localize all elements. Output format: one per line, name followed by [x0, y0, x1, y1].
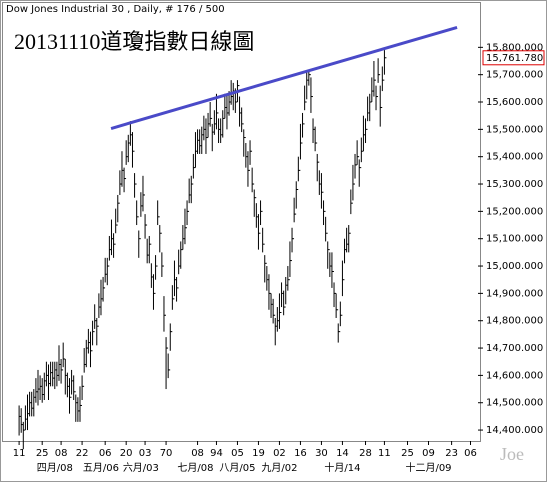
x-tick-label: 30: [315, 448, 328, 459]
x-tick-label: 22: [76, 448, 89, 459]
y-tick-label: 15,400.000: [486, 152, 543, 163]
last-value-label: 15,761.780: [486, 53, 543, 64]
x-tick-label: 94: [210, 448, 223, 459]
y-tick-label: 14,400.000: [486, 425, 543, 436]
month-label: 六月/03: [123, 462, 159, 474]
x-tick-label: 06: [99, 448, 112, 459]
x-tick-label: 05: [231, 448, 244, 459]
y-tick-label: 15,000.000: [486, 261, 543, 272]
x-tick-label: 14: [336, 448, 349, 459]
x-tick-label: 09: [422, 448, 435, 459]
month-label: 八月/05: [219, 462, 255, 474]
x-tick-label: 19: [252, 448, 265, 459]
x-tick-label: 08: [191, 448, 204, 459]
y-tick-label: 15,100.000: [486, 234, 543, 245]
y-tick-label: 15,500.000: [486, 124, 543, 135]
x-tick-label: 02: [273, 448, 286, 459]
chart-header: Dow Jones Industrial 30 , Daily, # 176 /…: [6, 4, 225, 15]
y-tick-label: 15,700.000: [486, 70, 543, 81]
y-tick-label: 15,600.000: [486, 97, 543, 108]
month-label: 四月/08: [37, 462, 73, 474]
month-label: 九月/02: [261, 462, 297, 474]
y-tick-label: 14,500.000: [486, 398, 543, 409]
x-tick-label: 03: [139, 448, 152, 459]
x-tick-label: 28: [359, 448, 372, 459]
x-tick-label: 20: [120, 448, 133, 459]
last-value-box: [482, 50, 545, 66]
y-tick-label: 14,600.000: [486, 370, 543, 381]
month-label: 十二月/09: [405, 461, 451, 474]
x-tick-label: 06: [464, 448, 477, 459]
month-label: 五月/06: [83, 462, 119, 474]
x-tick-label: 16: [294, 448, 307, 459]
plot-area: [2, 2, 481, 442]
watermark: Joe: [500, 444, 524, 464]
y-tick-label: 14,900.000: [486, 288, 543, 299]
y-tick-label: 14,700.000: [486, 343, 543, 354]
x-tick-label: 70: [160, 448, 173, 459]
trend-line: [110, 25, 458, 130]
y-tick-label: 15,200.000: [486, 206, 543, 217]
x-tick-label: 25: [401, 448, 414, 459]
month-label: 十月/14: [324, 461, 360, 474]
x-tick-label: 08: [55, 448, 68, 459]
x-tick-label: 23: [445, 448, 458, 459]
x-tick-label: 11: [378, 448, 391, 459]
y-tick-label: 15,300.000: [486, 179, 543, 190]
month-label: 七月/08: [177, 462, 213, 474]
y-tick-label: 15,800.000: [486, 42, 543, 53]
x-tick-label: 11: [13, 448, 26, 459]
y-tick-label: 14,800.000: [486, 316, 543, 327]
chart-title: 20131110道瓊指數日線圖: [14, 29, 254, 54]
x-tick-label: 25: [36, 448, 49, 459]
